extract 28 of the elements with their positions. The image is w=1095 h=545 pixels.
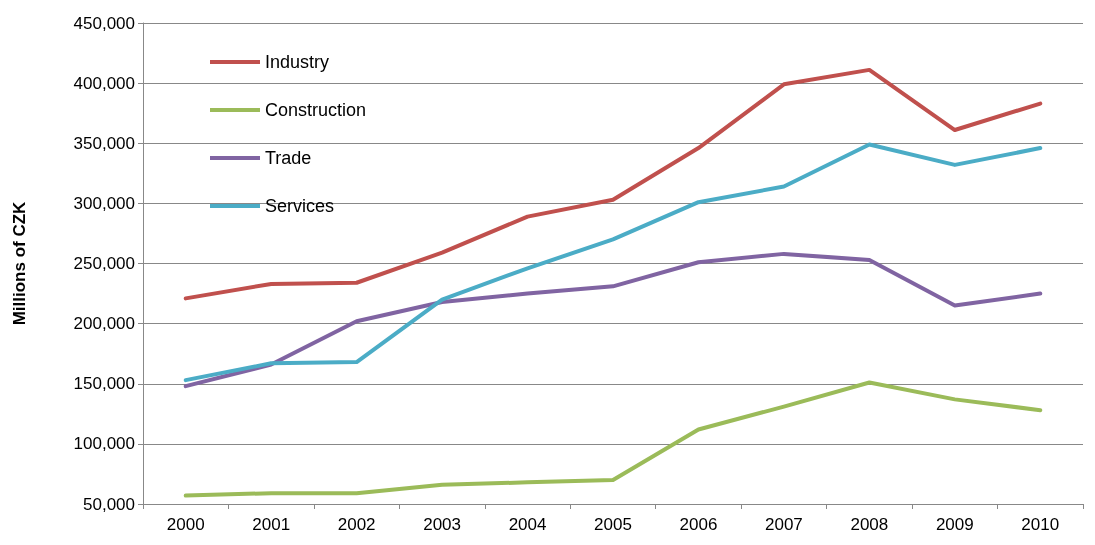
x-tick-label: 2005: [594, 515, 632, 534]
y-tick-label: 350,000: [73, 133, 135, 153]
x-tick-label: 2007: [765, 515, 803, 534]
y-tick-label: 250,000: [73, 254, 135, 273]
legend-label: Industry: [265, 52, 330, 72]
x-tick-label: 2008: [850, 515, 889, 534]
line-series: [183, 251, 1043, 389]
y-tick-label: 50,000: [83, 494, 135, 514]
x-tick-label: 2002: [337, 515, 376, 534]
x-tick-label: 2003: [423, 515, 461, 534]
legend-label: Construction: [265, 100, 367, 120]
y-tick-label: 400,000: [73, 73, 135, 93]
y-tick-label: 450,000: [73, 13, 135, 33]
x-tick-label: 2009: [935, 515, 974, 534]
x-tick-label: 2004: [508, 515, 547, 534]
legend-label: Trade: [265, 148, 312, 168]
legend-label: Services: [265, 196, 335, 216]
x-tick-label: 2001: [252, 515, 291, 534]
x-tick-label: 2000: [166, 515, 205, 534]
x-tick-label: 2006: [679, 515, 718, 534]
x-tick-label: 2010: [1021, 515, 1060, 534]
y-tick-label: 200,000: [73, 314, 135, 334]
line-series: [183, 380, 1043, 498]
y-axis-title: Millions of CZK: [10, 200, 29, 326]
y-tick-label: 100,000: [73, 434, 135, 454]
y-tick-label: 150,000: [73, 374, 135, 394]
y-tick-label: 300,000: [73, 193, 135, 213]
line-series: [183, 142, 1043, 383]
